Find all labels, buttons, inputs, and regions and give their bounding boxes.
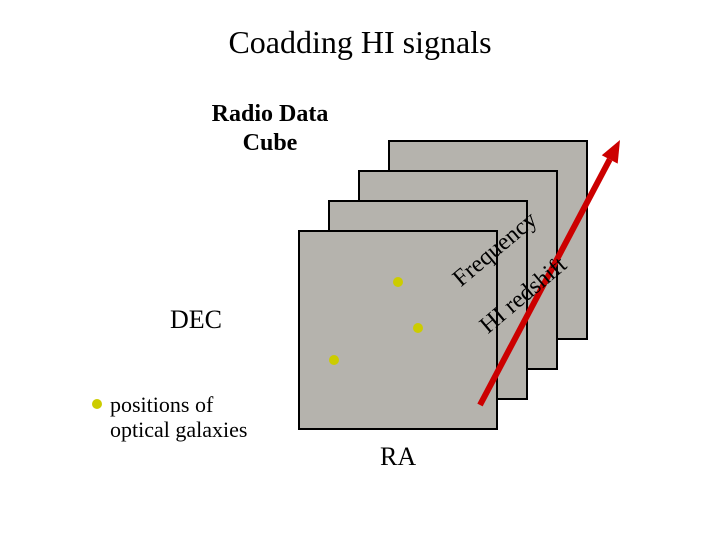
page-title: Coadding HI signals (0, 24, 720, 61)
dec-axis-label: DEC (170, 305, 222, 335)
legend-line: positions of optical galaxies (110, 392, 247, 442)
cube-label: Radio Data Cube (170, 100, 370, 158)
galaxy-dot (393, 277, 403, 287)
ra-axis-label: RA (380, 442, 416, 472)
cube-label-line2: Cube (243, 130, 298, 156)
legend-dot-icon (92, 399, 102, 409)
galaxy-dot (413, 323, 423, 333)
cube-label-line1: Radio Data (212, 101, 329, 127)
galaxy-dot (329, 355, 339, 365)
legend-text: positions of optical galaxies (110, 392, 247, 443)
diagram-stage: Coadding HI signals Radio Data Cube Freq… (0, 0, 720, 540)
